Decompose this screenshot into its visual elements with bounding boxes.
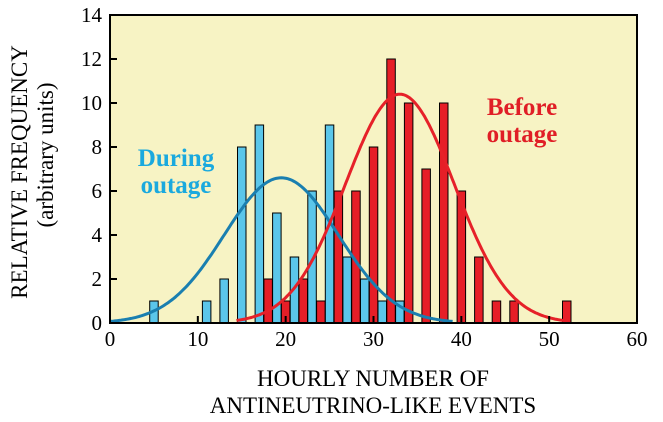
y-tick-label-0: 0	[92, 311, 103, 335]
x-tick-label-2: 20	[275, 327, 296, 351]
legend-before-line2: outage	[487, 121, 558, 148]
x-tick-label-0: 0	[105, 327, 116, 351]
before-outage-bar-12	[474, 256, 484, 324]
before-outage-fit-curve	[236, 92, 564, 322]
x-axis-title-line1: HOURLY NUMBER OF	[257, 366, 489, 391]
before-outage-bar-15	[562, 300, 572, 324]
during-outage-bar-9	[342, 256, 352, 324]
y-tick-label-7: 14	[81, 3, 103, 27]
y-axis-title-line2: (arbitrary units)	[33, 83, 58, 228]
x-tick-label-3: 30	[363, 327, 384, 351]
during-outage-bar-1	[201, 300, 212, 324]
x-tick-label-4: 40	[451, 327, 472, 351]
x-axis-title-line2: ANTINEUTRINO-LIKE EVENTS	[210, 393, 536, 418]
x-tick-label-5: 50	[539, 327, 560, 351]
x-axis-ticks: 0 10 20 30 40 50 60	[105, 316, 648, 351]
y-axis-ticks: 0 2 4 6 8 10 12 14	[81, 3, 117, 335]
during-outage-bar-3	[237, 146, 247, 324]
before-outage-bar-0	[263, 278, 273, 324]
y-tick-label-6: 12	[81, 47, 102, 71]
during-outage-bar-2	[219, 278, 229, 324]
during-outage-fit-curve	[109, 176, 453, 323]
legend-during-line2: outage	[141, 172, 212, 199]
before-outage-bar-3	[316, 300, 326, 324]
before-outage-bar-6	[368, 146, 379, 324]
during-outage-bar-10	[360, 278, 370, 324]
x-tick-label-1: 10	[187, 327, 208, 351]
before-outage-bar-13	[491, 300, 502, 324]
legend-before-line1: Before	[487, 94, 557, 121]
before-outage-bar-8	[403, 102, 414, 324]
y-tick-label-4: 8	[92, 135, 103, 159]
before-outage-bar-10	[439, 102, 449, 324]
y-axis-title-line1: RELATIVE FREQUENCY	[7, 45, 32, 299]
x-tick-label-6: 60	[627, 327, 648, 351]
during-outage-bar-4	[254, 124, 265, 324]
y-tick-label-3: 6	[92, 179, 103, 203]
y-tick-label-5: 10	[81, 91, 102, 115]
legend-during-line1: During	[138, 145, 215, 172]
before-outage-bar-14	[509, 300, 519, 324]
before-outage-bar-9	[421, 168, 431, 324]
during-outage-bar-11	[377, 300, 387, 324]
before-outage-bar-2	[298, 278, 308, 324]
y-tick-label-1: 2	[92, 267, 103, 291]
y-tick-label-2: 4	[92, 223, 103, 247]
